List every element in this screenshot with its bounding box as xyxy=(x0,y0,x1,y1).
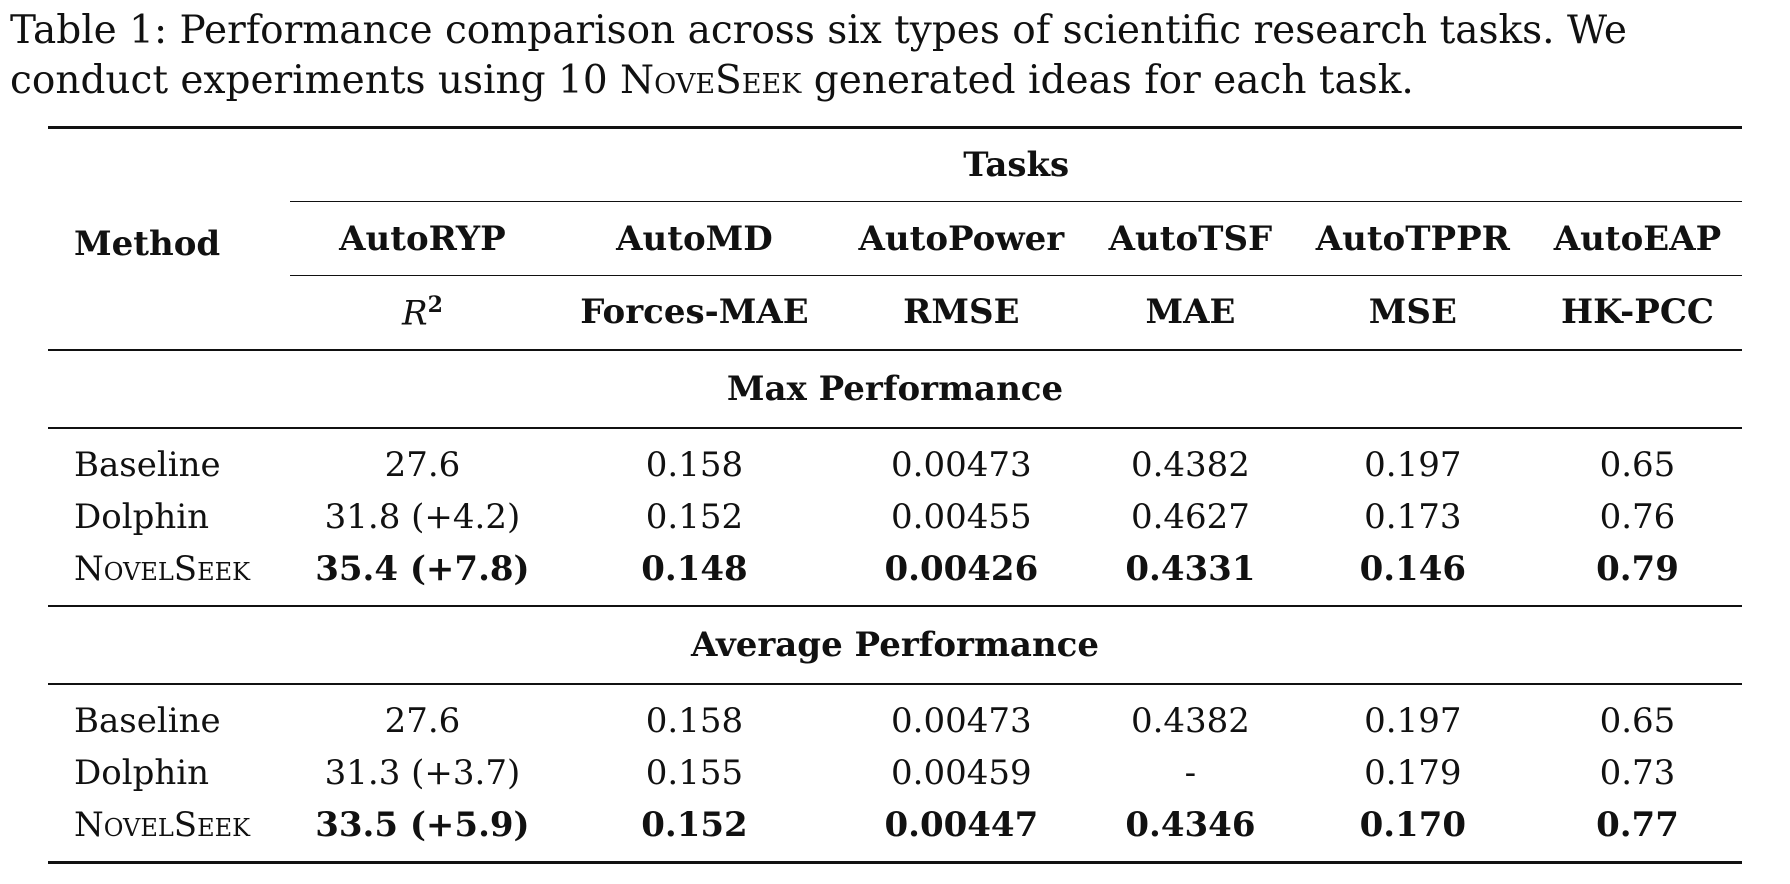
value-cell-best: 0.170 xyxy=(1359,804,1467,845)
value-cell: 0.197 xyxy=(1364,700,1462,741)
caption-text-after: generated ideas for each task. xyxy=(801,58,1414,103)
value-cell: 0.155 xyxy=(645,752,744,793)
value-cell: 27.6 xyxy=(384,700,461,741)
metric-header: Forces-MAE xyxy=(580,292,809,333)
table-row: Baseline 27.6 0.158 0.00473 0.4382 0.197… xyxy=(48,683,1742,747)
table-caption: Table 1: Performance comparison across s… xyxy=(10,6,1785,106)
table-row: NovelSeek 33.5 (+5.9) 0.152 0.00447 0.43… xyxy=(48,799,1742,862)
table-row: NovelSeek 35.4 (+7.8) 0.148 0.00426 0.43… xyxy=(48,543,1742,606)
results-table-wrapper: Method Tasks AutoRYP AutoMD AutoPower Au… xyxy=(48,126,1742,864)
value-cell: 0.65 xyxy=(1599,444,1676,485)
method-cell: NovelSeek xyxy=(74,804,251,845)
value-cell: 0.197 xyxy=(1364,444,1462,485)
value-cell: 0.65 xyxy=(1599,700,1676,741)
caption-brand: NoveSeek xyxy=(620,58,802,103)
value-cell-best: 0.152 xyxy=(641,804,748,845)
section-title: Average Performance xyxy=(690,624,1100,665)
value-cell-best: 0.00426 xyxy=(884,548,1039,589)
value-cell: 0.158 xyxy=(645,444,744,485)
value-cell: 27.6 xyxy=(384,444,461,485)
task-header: AutoRYP xyxy=(290,201,555,276)
value-cell-best: 0.4346 xyxy=(1125,804,1256,845)
value-cell: 0.00455 xyxy=(891,496,1032,537)
tasks-header: Tasks xyxy=(290,127,1742,202)
method-cell: Baseline xyxy=(74,444,221,485)
value-cell: 31.8 (+4.2) xyxy=(324,496,521,537)
method-cell: Dolphin xyxy=(74,752,210,793)
task-header: AutoPower xyxy=(834,201,1089,276)
value-cell: 0.4627 xyxy=(1130,496,1250,537)
task-header: AutoMD xyxy=(554,201,835,276)
value-cell-best: 0.00447 xyxy=(884,804,1039,845)
value-cell-best: 0.79 xyxy=(1596,548,1679,589)
metric-header: MAE xyxy=(1145,292,1236,333)
results-table: Method Tasks AutoRYP AutoMD AutoPower Au… xyxy=(48,126,1742,864)
value-cell-best: 0.77 xyxy=(1596,804,1679,845)
metric-header: R2 xyxy=(290,276,554,350)
value-cell: 0.179 xyxy=(1364,752,1462,793)
value-cell: 0.158 xyxy=(645,700,744,741)
method-cell: Baseline xyxy=(74,700,221,741)
value-cell: 31.3 (+3.7) xyxy=(324,752,521,793)
value-cell-best: 35.4 (+7.8) xyxy=(315,548,530,589)
table-row: Baseline 27.6 0.158 0.00473 0.4382 0.197… xyxy=(48,427,1742,491)
metric-header: RMSE xyxy=(903,292,1020,333)
value-cell: 0.4382 xyxy=(1130,700,1250,741)
metric-header: HK-PCC xyxy=(1560,292,1714,333)
task-header: AutoEAP xyxy=(1532,201,1742,276)
metric-r: R xyxy=(401,292,428,333)
value-cell: 0.76 xyxy=(1599,496,1676,537)
section-title: Max Performance xyxy=(726,368,1064,409)
method-cell: Dolphin xyxy=(74,496,210,537)
method-header: Method xyxy=(74,223,221,264)
value-cell-best: 33.5 (+5.9) xyxy=(315,804,530,845)
value-cell: - xyxy=(1184,752,1197,793)
value-cell: 0.00459 xyxy=(891,752,1032,793)
value-cell: 0.173 xyxy=(1364,496,1462,537)
value-cell: 0.152 xyxy=(645,496,744,537)
value-cell: 0.73 xyxy=(1599,752,1676,793)
method-cell: NovelSeek xyxy=(74,548,251,589)
metric-header: MSE xyxy=(1368,292,1457,333)
table-row: Dolphin 31.3 (+3.7) 0.155 0.00459 - 0.17… xyxy=(48,747,1742,799)
value-cell-best: 0.4331 xyxy=(1125,548,1256,589)
metric-superscript: 2 xyxy=(427,291,443,318)
value-cell-best: 0.148 xyxy=(641,548,748,589)
task-header: AutoTPPR xyxy=(1292,201,1533,276)
task-header: AutoTSF xyxy=(1088,201,1293,276)
value-cell: 0.00473 xyxy=(891,444,1032,485)
table-row: Dolphin 31.8 (+4.2) 0.152 0.00455 0.4627… xyxy=(48,491,1742,543)
caption-text-before: Table 1: Performance comparison across s… xyxy=(10,8,1627,103)
method-header-spacer xyxy=(48,276,290,350)
value-cell-best: 0.146 xyxy=(1359,548,1467,589)
value-cell: 0.00473 xyxy=(891,700,1032,741)
value-cell: 0.4382 xyxy=(1130,444,1250,485)
